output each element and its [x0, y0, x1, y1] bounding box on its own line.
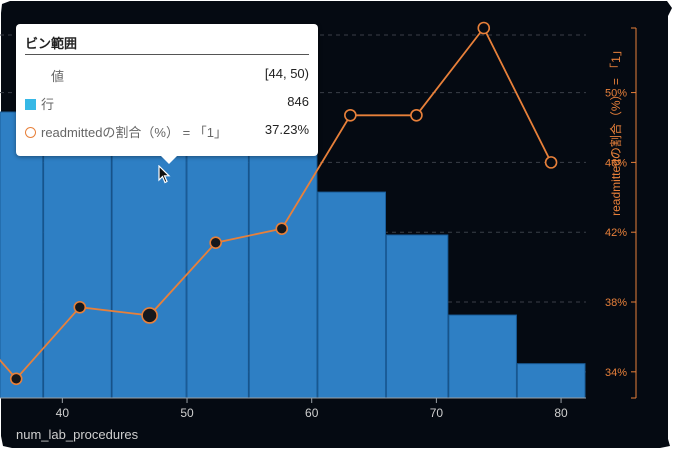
- hover-tooltip: ビン範囲 値 [44, 50) 行 846 readmittedの割合（%） =…: [16, 24, 318, 164]
- right-tick-label: 46%: [605, 157, 627, 169]
- line-marker-icon: [25, 127, 36, 138]
- tooltip-title: ビン範囲: [25, 36, 78, 51]
- tooltip-row-rate: readmittedの割合（%） = 「1」 37.23%: [25, 122, 309, 140]
- x-tick-label: 40: [56, 406, 70, 420]
- x-tick-label: 60: [305, 406, 319, 420]
- histogram-bar: [386, 234, 449, 399]
- tooltip-row-label: readmittedの割合（%） = 「1」: [41, 125, 228, 140]
- histogram-bar: [248, 142, 318, 399]
- histogram-bar: [448, 314, 517, 399]
- right-tick-label: 42%: [605, 227, 627, 239]
- tooltip-row-count: 行 846: [25, 94, 309, 112]
- rate-line: [0, 26, 552, 381]
- right-axis-label: readmittedの割合（%） = 「1」: [608, 44, 623, 216]
- histogram-bar: [0, 111, 44, 399]
- tooltip-row-value-text: 846: [287, 94, 309, 109]
- x-axis-label: num_lab_procedures: [16, 427, 139, 442]
- tooltip-row-label: 値: [51, 69, 65, 84]
- x-tick-label: 70: [430, 406, 444, 420]
- tooltip-row-value-text: 37.23%: [264, 122, 309, 137]
- tooltip-row-value-text: [44, 50): [264, 66, 309, 81]
- tooltip-row-value: 値 [44, 50): [25, 66, 309, 84]
- histogram-bar: [516, 363, 586, 399]
- rate-point: [410, 108, 423, 122]
- bar-swatch-icon: [25, 99, 36, 110]
- histogram-bar: [186, 125, 249, 399]
- x-tick-label: 50: [180, 406, 194, 420]
- right-tick-label: 34%: [605, 367, 627, 379]
- right-tick-label: 38%: [605, 297, 627, 309]
- histogram-bar: [317, 191, 387, 399]
- tooltip-row-label: 行: [41, 97, 55, 112]
- rate-point: [275, 222, 289, 236]
- histogram-bar: [43, 114, 112, 399]
- rate-point: [544, 156, 558, 169]
- rate-point: [477, 21, 491, 35]
- rate-point: [9, 372, 23, 386]
- rate-point: [141, 307, 158, 324]
- tooltip-divider: [25, 54, 309, 55]
- x-tick-label: 80: [554, 406, 568, 420]
- rate-point: [73, 300, 87, 314]
- mouse-pointer-icon: [158, 165, 171, 184]
- rate-point: [344, 108, 357, 122]
- right-tick-label: 50%: [605, 88, 627, 100]
- rate-point: [209, 236, 222, 249]
